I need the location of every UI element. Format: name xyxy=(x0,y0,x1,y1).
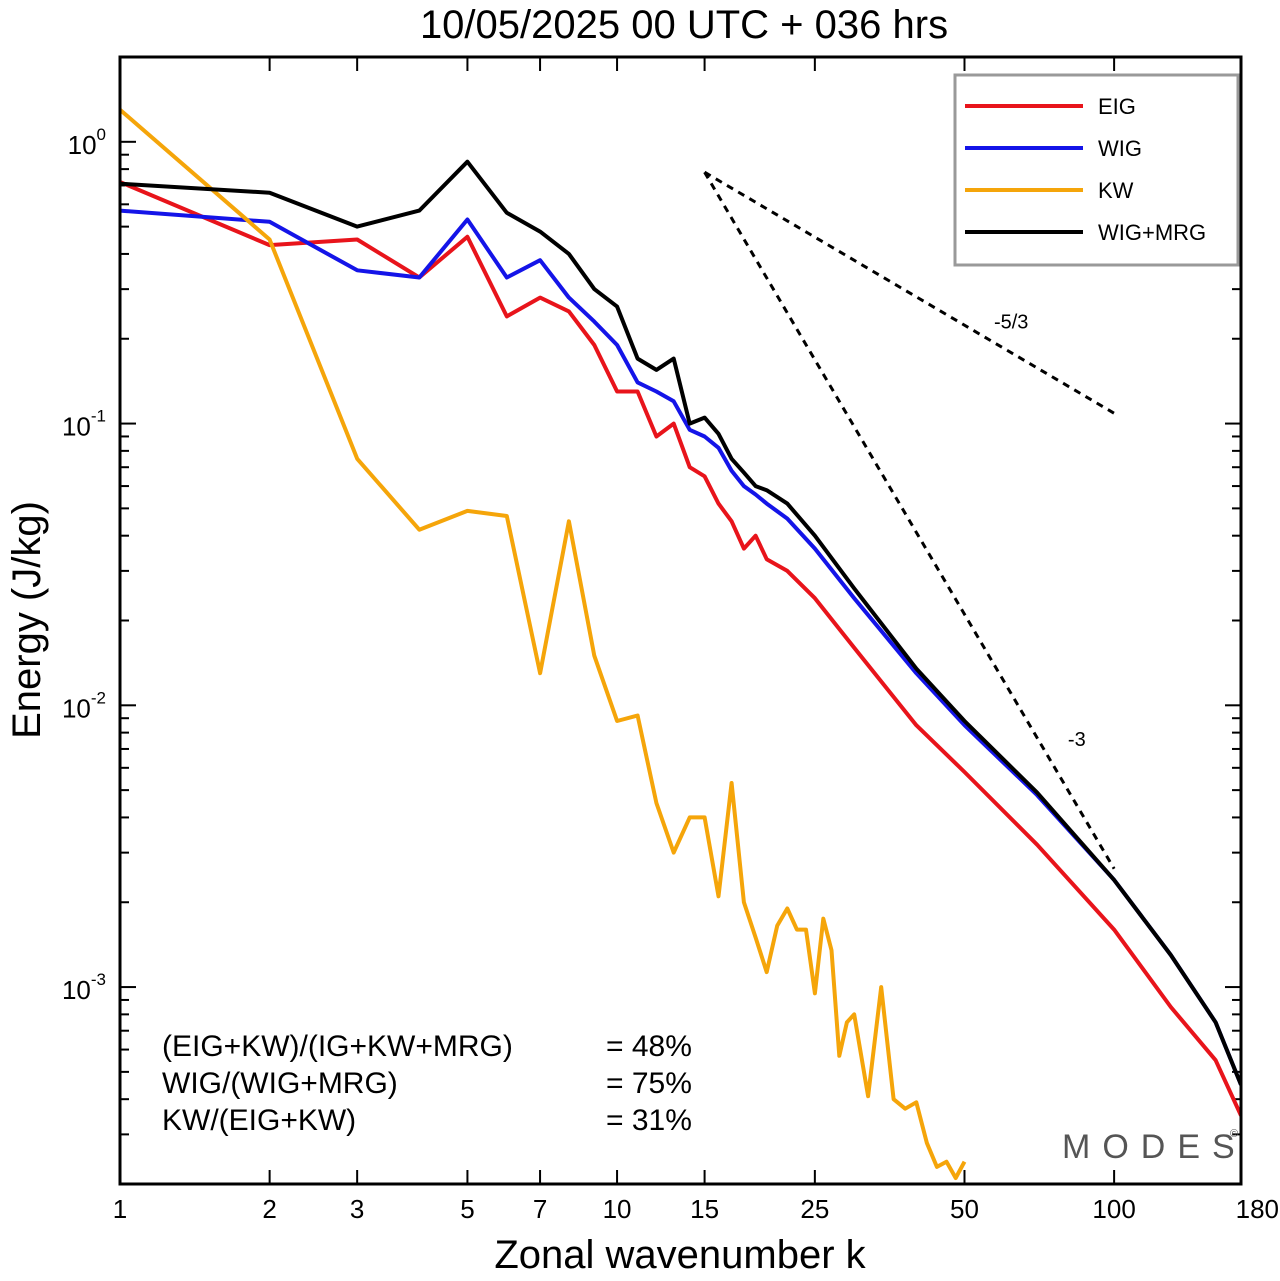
ratio-value: = 31% xyxy=(606,1104,692,1137)
x-tick-label: 5 xyxy=(460,1194,474,1224)
legend-label: WIG xyxy=(1098,136,1142,161)
chart-title: 10/05/2025 00 UTC + 036 hrs xyxy=(420,3,948,47)
series-lines xyxy=(120,108,1241,1180)
series-line-wig xyxy=(120,208,1241,1086)
ratio-value: = 75% xyxy=(606,1067,692,1100)
y-axis-title: Energy (J/kg) xyxy=(5,501,49,739)
x-tick-label: 1 xyxy=(113,1194,127,1224)
reference-slope-lines: -5/3 -3 xyxy=(703,170,1116,870)
reference-line-label: -5/3 xyxy=(994,311,1028,333)
reference-line-slope xyxy=(703,171,1116,870)
x-tick-label: 7 xyxy=(533,1194,547,1224)
ratio-label: KW/(EIG+KW) xyxy=(162,1104,356,1137)
reference-line-label: -3 xyxy=(1068,729,1086,751)
x-tick-label: 180 xyxy=(1236,1194,1279,1224)
x-tick-label: 2 xyxy=(262,1194,276,1224)
series-line-eig xyxy=(120,180,1241,1117)
ratio-label: WIG/(WIG+MRG) xyxy=(162,1067,398,1100)
y-tick-label: 10-1 xyxy=(62,407,106,442)
x-tick-label: 25 xyxy=(800,1194,829,1224)
legend-label: WIG+MRG xyxy=(1098,220,1206,245)
y-tick-label: 10-2 xyxy=(62,688,106,723)
series-line-kw xyxy=(120,108,967,1180)
reference-line-slope xyxy=(703,170,1115,415)
plot-frame xyxy=(118,55,1243,1186)
legend-label: KW xyxy=(1098,178,1134,203)
y-tick-labels: 100 10-1 10-2 10-3 xyxy=(62,125,106,1005)
x-tick-label: 10 xyxy=(603,1194,632,1224)
modes-watermark: MODES xyxy=(1062,1128,1247,1166)
series-line-wig-mrg xyxy=(120,159,1241,1086)
y-tick-label: 100 xyxy=(68,125,106,160)
x-tick-label: 100 xyxy=(1092,1194,1135,1224)
ratio-annotations: (EIG+KW)/(IG+KW+MRG) = 48% WIG/(WIG+MRG) = … xyxy=(162,1030,692,1137)
y-tick-label: 10-3 xyxy=(62,970,106,1005)
legend: EIG WIG KW WIG+MRG xyxy=(953,73,1240,267)
x-tick-label: 50 xyxy=(950,1194,979,1224)
x-tick-label: 15 xyxy=(690,1194,719,1224)
ratio-label: (EIG+KW)/(IG+KW+MRG) xyxy=(162,1030,513,1063)
x-tick-label: 3 xyxy=(350,1194,364,1224)
legend-label: EIG xyxy=(1098,94,1136,119)
x-axis-title: Zonal wavenumber k xyxy=(494,1233,866,1277)
copyright-symbol: © xyxy=(1230,1128,1238,1140)
ratio-value: = 48% xyxy=(606,1030,692,1063)
x-tick-labels: 1 2 3 5 7 10 15 25 50 100 180 xyxy=(113,1194,1279,1224)
